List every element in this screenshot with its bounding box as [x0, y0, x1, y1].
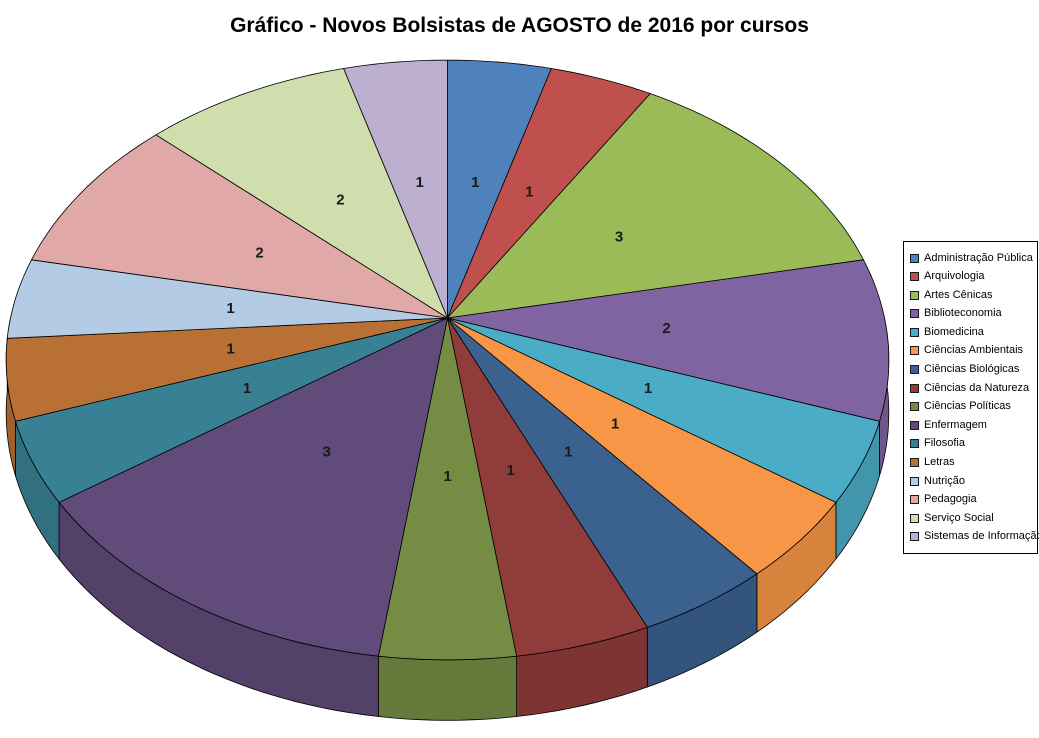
data-label: 1 — [243, 380, 251, 397]
legend-item: Biblioteconomia — [910, 308, 1035, 319]
legend-swatch-icon — [910, 309, 919, 319]
data-label: 1 — [471, 174, 479, 191]
pie-slice — [5, 317, 448, 422]
data-label: 2 — [255, 245, 263, 262]
chart-legend: Administração Pública Arquivologia Artes C… — [903, 241, 1039, 554]
data-label: 1 — [507, 462, 515, 479]
data-label: 3 — [615, 229, 623, 246]
legend-item: Letras — [910, 455, 1035, 468]
legend-swatch-icon — [910, 439, 919, 449]
legend-swatch-icon — [910, 513, 919, 523]
legend-item-label: Pedagogia — [924, 493, 977, 506]
legend-swatch-icon — [910, 253, 919, 263]
legend-swatch-icon — [910, 346, 919, 356]
legend-item-label: Biblioteconomia — [924, 307, 1002, 320]
pie-slice — [378, 317, 517, 661]
chart-title: Gráfico - Novos Bolsistas de AGOSTO de 2… — [230, 14, 809, 37]
legend-swatch-icon — [910, 272, 919, 282]
pie-slice — [15, 317, 448, 503]
pie-slice — [447, 59, 552, 319]
pie-slice — [447, 317, 880, 503]
data-label: 1 — [443, 468, 451, 485]
data-label: 3 — [323, 444, 331, 461]
legend-swatch-icon — [910, 290, 919, 300]
data-label: 1 — [611, 415, 619, 432]
data-label: 1 — [644, 380, 652, 397]
legend-item: Filosofia — [910, 438, 1035, 449]
pie-slice — [155, 68, 448, 319]
pie-slice — [447, 317, 758, 628]
legend-item: Pedagogia — [910, 494, 1035, 505]
legend-item: Ciências da Natureza — [910, 381, 1035, 394]
data-label: 1 — [525, 183, 533, 200]
legend-swatch-icon — [910, 457, 919, 467]
legend-item: Biomedicina — [910, 325, 1035, 338]
legend-item-label: Ciências Biológicas — [924, 363, 1020, 376]
legend-swatch-icon — [910, 402, 919, 412]
legend-item: Sistemas de Informação — [910, 531, 1039, 542]
legend-item: Enfermagem — [910, 418, 1035, 431]
legend-item-label: Ciências Políticas — [924, 400, 1011, 413]
legend-item-label: Sistemas de Informação — [924, 530, 1039, 543]
data-label: 1 — [226, 340, 234, 357]
pie-slice — [447, 93, 864, 319]
legend-swatch-icon — [910, 495, 919, 505]
legend-item-label: Nutrição — [924, 474, 965, 487]
legend-item-label: Enfermagem — [924, 418, 987, 431]
legend-item-label: Administração Pública — [924, 251, 1033, 264]
legend-swatch-icon — [910, 420, 919, 430]
legend-item: Ciências Políticas — [910, 401, 1035, 412]
pie-slice — [31, 134, 448, 319]
legend-item: Nutrição — [910, 474, 1035, 487]
legend-item-label: Arquivologia — [924, 270, 985, 283]
pie-slice-side — [378, 655, 517, 721]
legend-swatch-icon — [910, 476, 919, 486]
legend-item-label: Serviço Social — [924, 511, 994, 524]
pie-slice — [447, 317, 648, 657]
legend-item: Ciências Ambientais — [910, 345, 1035, 356]
legend-item-label: Ciências da Natureza — [924, 381, 1030, 394]
data-label: 1 — [564, 444, 572, 461]
legend-item: Serviço Social — [910, 511, 1035, 524]
legend-item-label: Letras — [924, 455, 955, 468]
legend-item: Arquivologia — [910, 271, 1035, 282]
pie-slice — [58, 317, 448, 657]
pie-slice — [6, 259, 448, 339]
data-label: 2 — [336, 192, 344, 209]
pie-slice — [447, 317, 837, 575]
data-label: 1 — [416, 174, 424, 191]
legend-item: Ciências Biológicas — [910, 364, 1035, 375]
legend-item: Artes Cênicas — [910, 288, 1035, 301]
pie-slice — [343, 59, 448, 319]
legend-swatch-icon — [910, 532, 919, 542]
legend-item-label: Biomedicina — [924, 325, 984, 338]
legend-swatch-icon — [910, 365, 919, 375]
pie-slice — [447, 259, 890, 422]
legend-swatch-icon — [910, 327, 919, 337]
data-label: 2 — [662, 320, 670, 337]
data-label: 1 — [226, 300, 234, 317]
legend-swatch-icon — [910, 383, 919, 393]
legend-item-label: Ciências Ambientais — [924, 344, 1024, 357]
pie-slice — [447, 68, 651, 319]
legend-item-label: Artes Cênicas — [924, 288, 993, 301]
legend-item: Administração Pública — [910, 251, 1035, 264]
legend-item-label: Filosofia — [924, 437, 965, 450]
